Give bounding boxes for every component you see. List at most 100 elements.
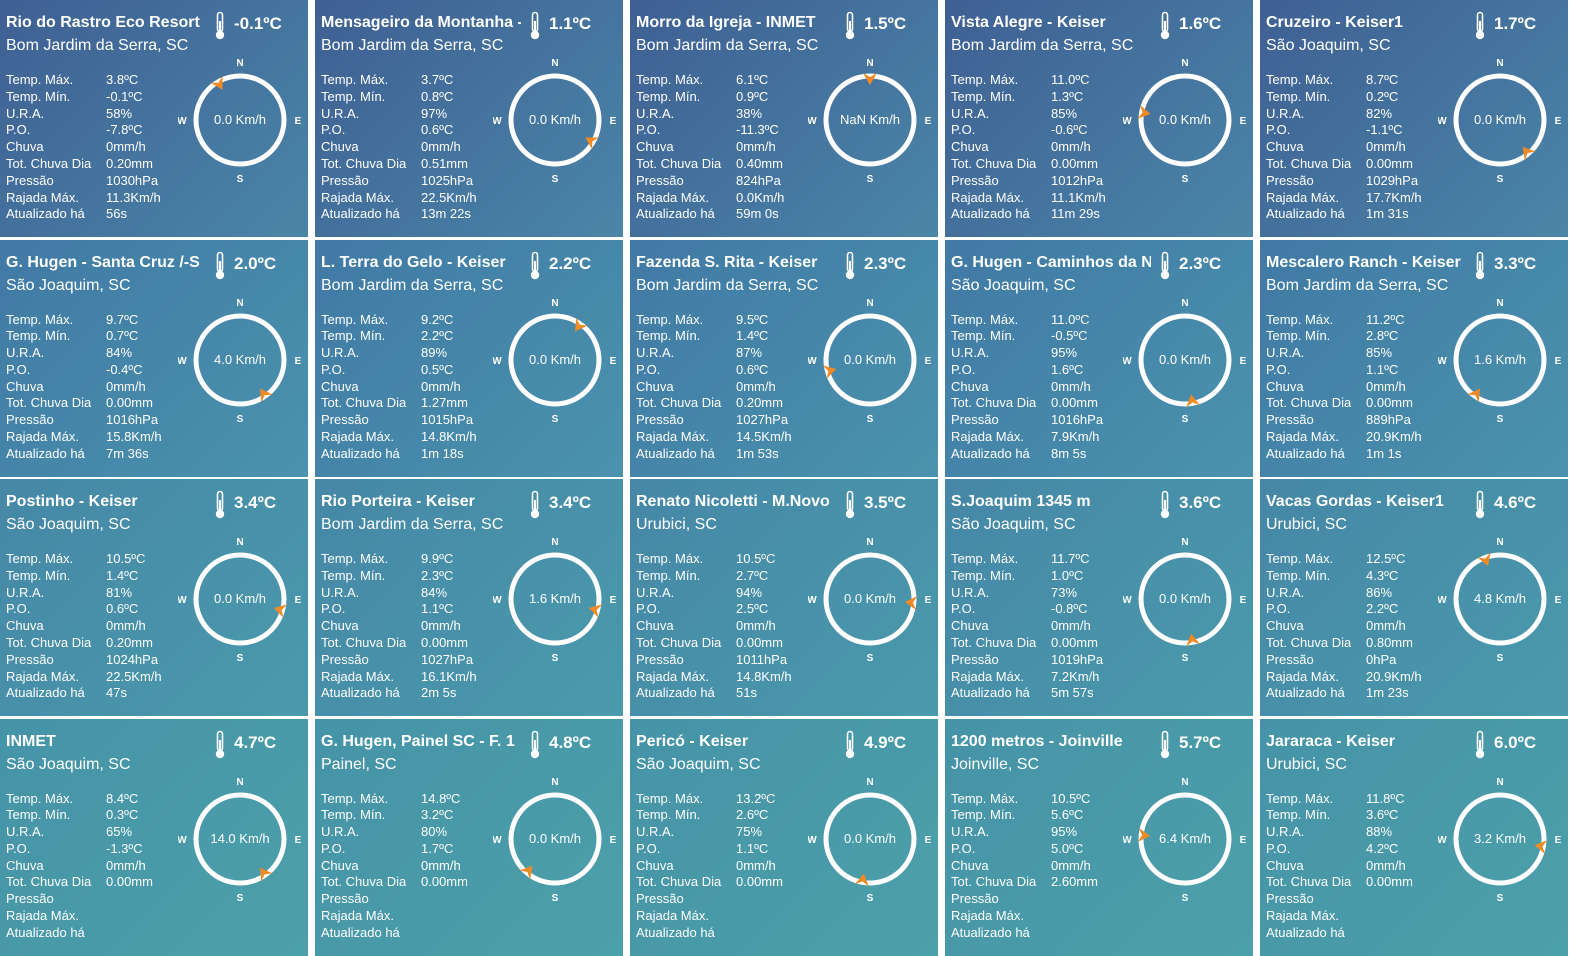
stat-label: P.O. — [321, 122, 346, 138]
station-stats: Temp. Máx. 11.7ºC Temp. Mín. 1.0ºC U.R.A. 73%… — [951, 551, 1103, 702]
station-name[interactable]: Pericó - Keiser — [636, 732, 749, 750]
stat-row: Tot. Chuva Dia 0.00mm — [6, 395, 162, 412]
stat-label: Temp. Mín. — [1266, 807, 1331, 823]
compass-north-label: N — [866, 777, 873, 788]
stat-label: Tot. Chuva Dia — [951, 395, 1037, 411]
stat-label: Atualizado há — [1266, 206, 1345, 222]
station-card[interactable]: Jararaca - Keiser Urubici, SC 6.0ºC Temp. M… — [1260, 718, 1568, 956]
station-card[interactable]: Rio Porteira - Keiser Bom Jardim da Serra… — [315, 479, 623, 716]
stat-value: 0.00mm — [1051, 395, 1098, 411]
stat-value: 0.8ºC — [421, 88, 454, 104]
station-card[interactable]: 1200 metros - Joinville Joinville, SC 5.7º… — [945, 718, 1253, 956]
stat-label: Temp. Máx. — [636, 790, 704, 806]
station-name[interactable]: Vista Alegre - Keiser — [951, 14, 1106, 31]
station-card[interactable]: Pericó - Keiser São Joaquim, SC 4.9ºC Temp.… — [630, 718, 938, 956]
station-card[interactable]: S.Joaquim 1345 m São Joaquim, SC 3.6ºC Temp… — [945, 479, 1253, 716]
stat-row: Atualizado há 1m 18s — [321, 446, 477, 463]
stat-label: Pressão — [321, 651, 369, 667]
stat-label: Pressão — [1266, 651, 1314, 667]
stat-value: 14.8Km/h — [421, 429, 477, 445]
stat-label: U.R.A. — [636, 345, 675, 361]
station-card[interactable]: Vacas Gordas - Keiser1 Urubici, SC 4.6ºC Te… — [1260, 479, 1568, 716]
stat-value: 13.2ºC — [736, 790, 776, 806]
stat-row: U.R.A. 88% — [1266, 824, 1413, 841]
station-card[interactable]: Fazenda S. Rita - Keiser Bom Jardim da Se… — [630, 239, 938, 477]
compass-east-label: E — [610, 356, 617, 367]
station-temperature: 4.7ºC — [234, 732, 277, 752]
stat-row: Tot. Chuva Dia 0.00mm — [636, 874, 783, 891]
stat-value: 5.0ºC — [1051, 840, 1084, 856]
station-card[interactable]: L. Terra do Gelo - Keiser Bom Jardim da S… — [315, 239, 623, 477]
station-name[interactable]: Mescalero Ranch - Keiser — [1266, 253, 1461, 271]
station-name[interactable]: G. Hugen, Painel SC - F. 1 — [321, 732, 515, 750]
station-name[interactable]: Postinho - Keiser — [6, 493, 138, 510]
station-name[interactable]: Rio do Rastro Eco Resort — [6, 14, 200, 31]
station-card[interactable]: G. Hugen, Painel SC - F. 1 Painel, SC 4.8º… — [315, 718, 623, 956]
stat-row: Temp. Máx. 3.7ºC — [321, 72, 477, 89]
compass-north-label: N — [866, 58, 873, 69]
compass-east-label: E — [925, 116, 932, 127]
station-card[interactable]: G. Hugen - Santa Cruz /-S São Joaquim, SC… — [0, 239, 308, 477]
station-name[interactable]: 1200 metros - Joinville — [951, 732, 1123, 750]
station-card[interactable]: Rio do Rastro Eco Resort Bom Jardim da Se… — [0, 0, 308, 237]
stat-value: 7.2Km/h — [1051, 668, 1100, 684]
station-name[interactable]: L. Terra do Gelo - Keiser — [321, 253, 506, 271]
compass-west-label: W — [178, 356, 187, 367]
station-temperature: 2.2ºC — [549, 253, 592, 273]
stat-value: 0mm/h — [1366, 618, 1406, 634]
station-name[interactable]: Renato Nicoletti - M.Novo — [636, 493, 830, 510]
stat-row: Tot. Chuva Dia 1.27mm — [321, 395, 477, 412]
thermometer-icon — [1160, 490, 1170, 519]
stat-label: U.R.A. — [636, 105, 675, 121]
station-temperature: -0.1ºC — [234, 14, 282, 33]
station-card[interactable]: Morro da Igreja - INMET Bom Jardim da Ser… — [630, 0, 938, 237]
station-name[interactable]: G. Hugen - Santa Cruz /-S — [6, 253, 200, 271]
wind-speed: 6.4 Km/h — [1158, 830, 1212, 846]
stat-label: Atualizado há — [6, 445, 85, 461]
stat-row: Temp. Máx. 12.5ºC — [1266, 551, 1422, 568]
stat-value: 0mm/h — [1051, 378, 1091, 394]
station-name[interactable]: Vacas Gordas - Keiser1 — [1266, 493, 1444, 510]
station-name[interactable]: Cruzeiro - Keiser1 — [1266, 14, 1403, 31]
station-name[interactable]: G. Hugen - Caminhos da N — [951, 253, 1151, 271]
station-temperature: 3.3ºC — [1494, 253, 1537, 273]
stat-label: Tot. Chuva Dia — [1266, 395, 1352, 411]
station-name[interactable]: INMET — [6, 732, 56, 750]
stat-value: 65% — [106, 824, 133, 840]
station-card[interactable]: Cruzeiro - Keiser1 São Joaquim, SC 1.7ºC Te… — [1260, 0, 1568, 237]
stat-label: U.R.A. — [1266, 105, 1305, 121]
stat-row: Temp. Mín. 4.3ºC — [1266, 568, 1422, 585]
station-location: São Joaquim, SC — [6, 755, 131, 773]
station-card[interactable]: Mensageiro da Montanha - Bom Jardim da Se… — [315, 0, 623, 237]
station-card[interactable]: Postinho - Keiser São Joaquim, SC 3.4ºC Tem… — [0, 479, 308, 716]
station-name[interactable]: Jararaca - Keiser — [1266, 732, 1395, 750]
station-card[interactable]: Renato Nicoletti - M.Novo Urubici, SC 3.5º… — [630, 479, 938, 716]
thermometer-icon — [1475, 251, 1485, 279]
station-card[interactable]: Vista Alegre - Keiser Bom Jardim da Serra… — [945, 0, 1253, 237]
station-name[interactable]: Morro da Igreja - INMET — [636, 14, 816, 31]
stat-row: Rajada Máx. — [321, 908, 468, 925]
stat-row: U.R.A. 82% — [1266, 106, 1422, 123]
stat-label: Atualizado há — [636, 445, 715, 461]
stat-row: Tot. Chuva Dia 0.00mm — [636, 635, 792, 652]
stat-value: 20.9Km/h — [1366, 429, 1422, 445]
stat-value: 81% — [106, 584, 133, 600]
stat-row: Temp. Mín. -0.1ºC — [6, 89, 161, 106]
wind-direction-arrow-icon — [260, 867, 273, 882]
stat-label: Chuva — [636, 857, 674, 873]
station-name[interactable]: Fazenda S. Rita - Keiser — [636, 253, 818, 271]
compass-north-label: N — [1496, 537, 1503, 548]
station-card[interactable]: G. Hugen - Caminhos da N São Joaquim, SC 2… — [945, 239, 1253, 477]
stat-label: Rajada Máx. — [636, 189, 709, 205]
stat-row: Pressão 1016hPa — [6, 412, 162, 429]
stat-value: 22.5Km/h — [421, 189, 477, 205]
wind-direction-arrow-icon — [1534, 839, 1548, 854]
wind-speed: NaN Km/h — [840, 112, 900, 127]
station-name[interactable]: S.Joaquim 1345 m — [951, 493, 1091, 510]
station-card[interactable]: INMET São Joaquim, SC 4.7ºC Temp. Máx. 8.4ºC… — [0, 718, 308, 956]
station-name[interactable]: Rio Porteira - Keiser — [321, 493, 475, 510]
stat-label: Chuva — [321, 857, 359, 873]
station-name[interactable]: Mensageiro da Montanha - — [321, 14, 521, 31]
station-card[interactable]: Mescalero Ranch - Keiser Bom Jardim da Se… — [1260, 239, 1568, 477]
